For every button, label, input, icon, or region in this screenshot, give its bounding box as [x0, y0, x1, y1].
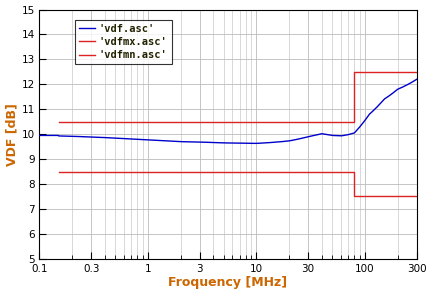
- 'vdf.asc': [203, 140, 208, 144]
- 'vdf.asc': [37, 134, 42, 137]
- Line: 'vdfmn.asc': 'vdfmn.asc': [59, 172, 416, 196]
- 'vdf.asc': [414, 78, 419, 81]
- 'vdf.asc': [338, 134, 343, 138]
- Legend: 'vdf.asc', 'vdfmx.asc', 'vdfmn.asc': 'vdf.asc', 'vdfmx.asc', 'vdfmn.asc': [75, 20, 172, 64]
- 'vdfmx.asc': [352, 120, 357, 124]
- 'vdfmn.asc': [56, 170, 61, 173]
- 'vdfmx.asc': [56, 120, 61, 124]
- 'vdf.asc': [296, 137, 302, 141]
- 'vdfmx.asc': [414, 70, 419, 74]
- 'vdfmn.asc': [352, 170, 357, 173]
- 'vdfmx.asc': [352, 70, 357, 74]
- 'vdf.asc': [75, 135, 80, 138]
- Line: 'vdf.asc': 'vdf.asc': [39, 79, 416, 143]
- Line: 'vdfmx.asc': 'vdfmx.asc': [59, 72, 416, 122]
- Y-axis label: VDF [dB]: VDF [dB]: [6, 103, 19, 165]
- 'vdfmn.asc': [352, 195, 357, 198]
- 'vdfmn.asc': [414, 195, 419, 198]
- 'vdf.asc': [189, 140, 194, 144]
- X-axis label: Froquency [MHz]: Froquency [MHz]: [168, 276, 288, 289]
- 'vdf.asc': [331, 134, 337, 137]
- 'vdf.asc': [254, 142, 259, 145]
